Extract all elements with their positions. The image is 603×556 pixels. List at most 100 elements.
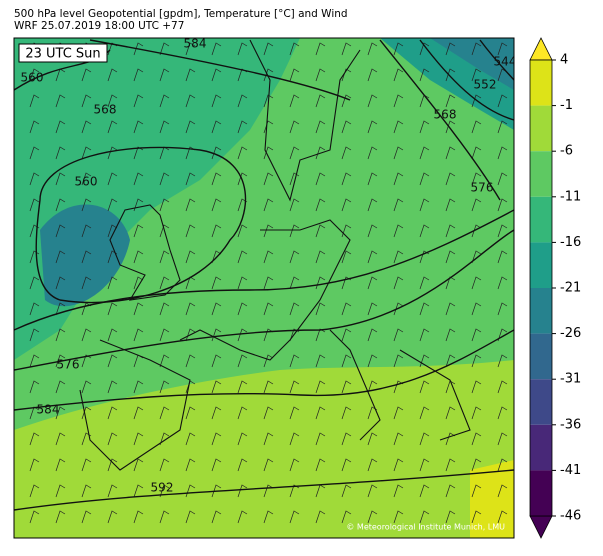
wind-barb <box>471 120 482 134</box>
wind-barb <box>55 172 66 186</box>
wind-barb <box>133 68 144 82</box>
wind-barb <box>159 484 170 498</box>
wind-barb <box>471 276 482 290</box>
wind-barb <box>159 510 170 524</box>
contour-label: 568 <box>94 103 117 117</box>
wind-barb <box>367 302 378 316</box>
wind-barb <box>211 354 222 368</box>
wind-barb <box>81 94 92 108</box>
wind-barb <box>263 484 274 498</box>
wind-barb <box>419 406 430 420</box>
wind-barb <box>315 302 326 316</box>
wind-barb <box>133 484 144 498</box>
wind-barb <box>393 250 404 264</box>
colorbar-tick-label: -1 <box>560 98 573 113</box>
wind-barb <box>471 328 482 342</box>
wind-barb <box>315 42 326 56</box>
wind-barb <box>211 458 222 472</box>
temp-field <box>470 460 514 538</box>
wind-barb <box>107 432 118 446</box>
wind-barb <box>471 42 482 56</box>
wind-barb <box>419 224 430 238</box>
wind-barb <box>237 432 248 446</box>
wind-barb <box>81 120 92 134</box>
wind-barb <box>419 458 430 472</box>
wind-barb <box>159 302 170 316</box>
wind-barb <box>367 484 378 498</box>
wind-barb <box>289 406 300 420</box>
wind-barb <box>471 484 482 498</box>
wind-barb <box>393 484 404 498</box>
wind-barb <box>315 146 326 160</box>
wind-barb <box>471 94 482 108</box>
wind-barb <box>81 172 92 186</box>
wind-barb <box>107 406 118 420</box>
colorbar-segment <box>530 105 552 152</box>
wind-barb <box>237 146 248 160</box>
wind-barb <box>55 302 66 316</box>
wind-barb <box>185 432 196 446</box>
wind-barb <box>133 328 144 342</box>
wind-barb <box>159 406 170 420</box>
wind-barb <box>315 406 326 420</box>
wind-barb <box>445 302 456 316</box>
wind-barb <box>393 172 404 186</box>
wind-barb <box>419 42 430 56</box>
wind-barb <box>393 354 404 368</box>
wind-barb <box>367 94 378 108</box>
wind-barb <box>107 276 118 290</box>
colorbar-tick-label: -31 <box>560 372 581 387</box>
colorbar-segment <box>530 151 552 197</box>
wind-barb <box>237 42 248 56</box>
wind-barb <box>185 328 196 342</box>
wind-barb <box>29 380 40 394</box>
wind-barb <box>81 276 92 290</box>
wind-barb <box>497 224 508 238</box>
wind-barb <box>471 172 482 186</box>
contour-label: 560 <box>75 175 98 189</box>
wind-barb <box>81 224 92 238</box>
wind-barb <box>315 458 326 472</box>
wind-barb <box>393 432 404 446</box>
wind-barb <box>133 276 144 290</box>
wind-barb <box>471 198 482 212</box>
wind-barb <box>315 328 326 342</box>
title: 500 hPa level Geopotential [gpdm], Tempe… <box>14 8 348 20</box>
colorbar-tick-label: -46 <box>560 509 581 524</box>
wind-barb <box>263 302 274 316</box>
wind-barb <box>263 120 274 134</box>
wind-barb <box>107 380 118 394</box>
wind-barb <box>445 42 456 56</box>
wind-barb <box>367 432 378 446</box>
wind-barb <box>159 224 170 238</box>
wind-barb <box>445 510 456 524</box>
colorbar-segment <box>530 333 552 380</box>
colorbar-extend <box>529 37 553 61</box>
wind-barb <box>315 224 326 238</box>
contour-label: 584 <box>184 37 207 51</box>
wind-barb <box>55 120 66 134</box>
wind-barb <box>289 458 300 472</box>
colorbar-tick-label: -16 <box>560 235 581 250</box>
wind-barb <box>55 484 66 498</box>
wind-barb <box>185 250 196 264</box>
wind-barb <box>107 302 118 316</box>
wind-barb <box>159 432 170 446</box>
colorbar-segment <box>530 60 552 106</box>
wind-barb <box>341 198 352 212</box>
wind-barb <box>497 406 508 420</box>
wind-barb <box>185 198 196 212</box>
wind-barb <box>263 250 274 264</box>
wind-barb <box>263 68 274 82</box>
wind-barb <box>55 146 66 160</box>
wind-barb <box>263 146 274 160</box>
wind-barb <box>393 42 404 56</box>
map: 584 560 568 560 552 544 568 576 576 584 592 © Mete… <box>14 37 514 538</box>
contour-label: 552 <box>474 78 497 92</box>
wind-barb <box>159 380 170 394</box>
wind-barb <box>419 146 430 160</box>
wind-barb <box>211 172 222 186</box>
colorbar-tick-label: -36 <box>560 417 581 432</box>
wind-barb <box>81 354 92 368</box>
wind-barb <box>393 94 404 108</box>
